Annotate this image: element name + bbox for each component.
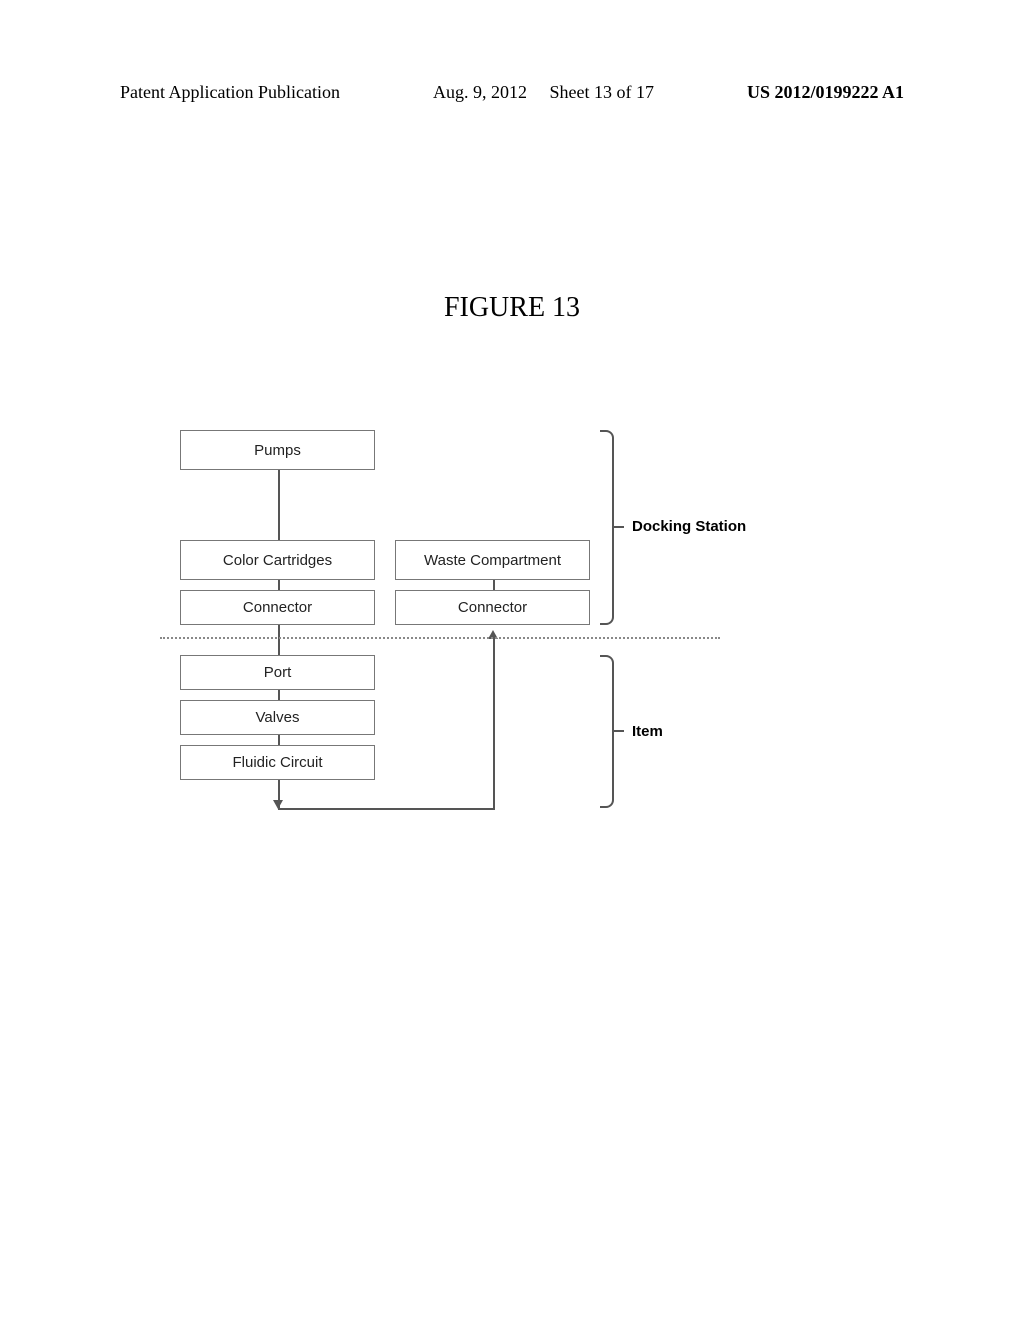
figure-title: FIGURE 13 — [0, 292, 1024, 324]
brace-label-item: Item — [632, 723, 663, 740]
edge-cartridges-connector — [278, 580, 280, 590]
edge-return-up — [493, 638, 495, 810]
header-date: Aug. 9, 2012 — [433, 82, 527, 102]
node-pumps: Pumps — [180, 430, 375, 470]
brace-tip-icon — [614, 730, 624, 732]
brace-docking-station — [600, 430, 614, 625]
edge-connector-port — [278, 625, 280, 655]
header-left: Patent Application Publication — [120, 82, 340, 103]
brace-item — [600, 655, 614, 808]
header-sheet: Sheet 13 of 17 — [549, 82, 653, 102]
edge-pumps-cartridges — [278, 470, 280, 540]
node-label: Connector — [243, 599, 312, 616]
header-right: US 2012/0199222 A1 — [747, 82, 904, 103]
edge-return-horizontal — [278, 808, 495, 810]
edge-port-valves — [278, 690, 280, 700]
brace-tip-icon — [614, 526, 624, 528]
edge-valves-fluidic — [278, 735, 280, 745]
divider-dotted-line — [160, 637, 720, 639]
flow-diagram: Pumps Color Cartridges Waste Compartment… — [160, 430, 860, 860]
patent-header: Patent Application Publication Aug. 9, 2… — [0, 82, 1024, 103]
node-fluidic-circuit: Fluidic Circuit — [180, 745, 375, 780]
node-label: Pumps — [254, 442, 301, 459]
node-connector-2: Connector — [395, 590, 590, 625]
node-label: Connector — [458, 599, 527, 616]
edge-waste-connector — [493, 580, 495, 590]
node-label: Port — [264, 664, 292, 681]
brace-label-docking-station: Docking Station — [632, 518, 746, 535]
header-center: Aug. 9, 2012 Sheet 13 of 17 — [433, 82, 654, 103]
node-color-cartridges: Color Cartridges — [180, 540, 375, 580]
node-connector-1: Connector — [180, 590, 375, 625]
node-port: Port — [180, 655, 375, 690]
node-label: Waste Compartment — [424, 552, 561, 569]
node-label: Fluidic Circuit — [232, 754, 322, 771]
node-label: Valves — [256, 709, 300, 726]
node-valves: Valves — [180, 700, 375, 735]
node-waste-compartment: Waste Compartment — [395, 540, 590, 580]
node-label: Color Cartridges — [223, 552, 332, 569]
